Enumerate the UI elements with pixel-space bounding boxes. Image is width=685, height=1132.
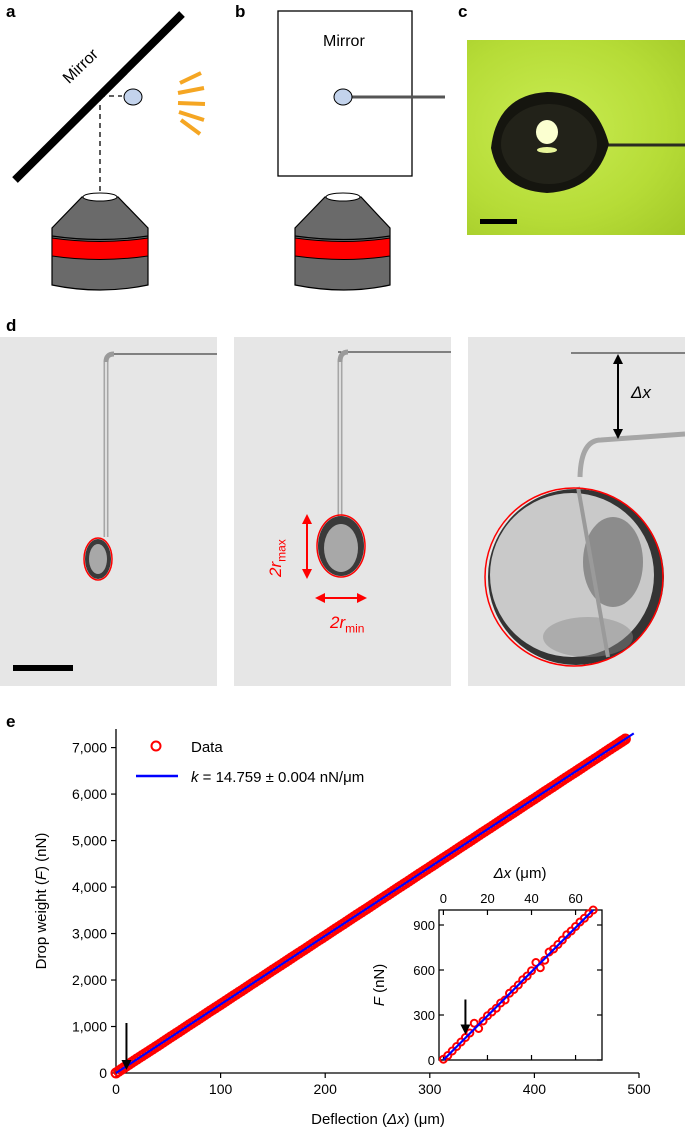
arrow-head bbox=[460, 1024, 471, 1035]
y-tick-label: 0 bbox=[428, 1053, 435, 1068]
data-point bbox=[579, 913, 589, 923]
delta-x-label: Δx bbox=[631, 383, 651, 402]
data-point bbox=[513, 980, 523, 990]
legend-data-marker bbox=[150, 740, 162, 752]
data-point bbox=[540, 955, 550, 965]
mirror-label-b: Mirror bbox=[323, 33, 365, 50]
fit-ellipse bbox=[83, 537, 113, 581]
x-tick-label: 500 bbox=[627, 1081, 651, 1097]
data-point bbox=[500, 995, 510, 1005]
micrograph-droplet-on-fiber bbox=[467, 40, 685, 235]
x-tick-label: 0 bbox=[440, 891, 447, 906]
x-tick-label: 60 bbox=[568, 891, 582, 906]
x-tick-label: 100 bbox=[209, 1081, 233, 1097]
objective-lens-icon bbox=[51, 192, 149, 291]
objective-lens-icon bbox=[294, 192, 391, 291]
fit-circle bbox=[484, 487, 664, 667]
y-tick-label: 4,000 bbox=[72, 879, 107, 895]
x-tick-label: 200 bbox=[314, 1081, 338, 1097]
data-point bbox=[465, 1028, 475, 1038]
light-rays-icon bbox=[177, 71, 206, 136]
inset-x-ticks: 0 20 40 60 bbox=[440, 891, 583, 1060]
main-x-label: Deflection (Δx) (μm) bbox=[311, 1111, 445, 1128]
y-tick-label: 3,000 bbox=[72, 926, 107, 942]
inset-frame bbox=[438, 909, 603, 1061]
data-point bbox=[509, 985, 519, 994]
y-tick-label: 0 bbox=[99, 1065, 107, 1081]
chart-legend: Data k = 14.759 ± 0.004 nN/μm bbox=[136, 739, 364, 786]
x-tick-label: 0 bbox=[112, 1081, 120, 1097]
two-r-max-label: 2rmax bbox=[266, 539, 289, 577]
panel-b-diagram bbox=[277, 10, 445, 291]
panel-a-diagram bbox=[12, 11, 206, 291]
droplet bbox=[123, 88, 143, 106]
two-r-min-label: 2rmin bbox=[330, 613, 365, 636]
data-point bbox=[527, 966, 537, 976]
data-point bbox=[553, 940, 563, 949]
data-point bbox=[619, 733, 631, 745]
data-point bbox=[456, 1037, 466, 1047]
x-tick-label: 400 bbox=[523, 1081, 547, 1097]
scale-bar bbox=[480, 219, 517, 224]
panel-label-e: e bbox=[6, 712, 16, 731]
micrograph-small-drop bbox=[0, 337, 217, 686]
data-point bbox=[571, 922, 581, 931]
y-tick-label: 900 bbox=[413, 918, 435, 933]
x-tick-label: 300 bbox=[418, 1081, 442, 1097]
inset-chart: 0 20 40 60 0 300 600 900 Δx (μm) F (nN) bbox=[371, 865, 603, 1068]
main-y-label: Drop weight (F) (nN) bbox=[33, 833, 50, 970]
micrograph-large-drop: Δx bbox=[468, 337, 685, 686]
scale-bar bbox=[13, 665, 73, 671]
inset-x-label: Δx (μm) bbox=[493, 865, 547, 882]
data-point bbox=[549, 944, 559, 954]
data-point bbox=[588, 905, 598, 915]
y-tick-label: 6,000 bbox=[72, 786, 107, 802]
arrow-head bbox=[121, 1060, 132, 1070]
y-tick-label: 600 bbox=[413, 963, 435, 978]
data-point bbox=[469, 1018, 479, 1028]
main-y-ticks: 0 1,000 2,000 3,000 4,000 5,000 6,000 7,000 bbox=[72, 740, 116, 1081]
fit-line bbox=[442, 909, 594, 1061]
data-point bbox=[491, 1003, 501, 1013]
panel-label-b: b bbox=[235, 2, 246, 21]
y-tick-label: 1,000 bbox=[72, 1019, 107, 1035]
x-tick-label: 40 bbox=[524, 891, 538, 906]
panel-label-d: d bbox=[6, 316, 17, 335]
droplet-b bbox=[333, 88, 353, 106]
main-x-ticks: 0 100 200 300 400 500 bbox=[112, 1073, 651, 1097]
panel-label-a: a bbox=[6, 2, 16, 21]
y-tick-label: 7,000 bbox=[72, 740, 107, 756]
y-tick-label: 5,000 bbox=[72, 833, 107, 849]
data-point bbox=[447, 1046, 457, 1056]
inset-data-marks bbox=[438, 905, 598, 1064]
x-tick-label: 20 bbox=[480, 891, 494, 906]
data-point bbox=[557, 935, 567, 945]
panel-label-c: c bbox=[458, 2, 468, 21]
fit-line bbox=[115, 732, 635, 1074]
y-tick-label: 300 bbox=[413, 1008, 435, 1023]
inset-y-label: F (nN) bbox=[371, 964, 388, 1007]
y-tick-label: 2,000 bbox=[72, 972, 107, 988]
droplet-image bbox=[491, 92, 685, 193]
data-point bbox=[478, 1016, 488, 1026]
main-data-marks bbox=[110, 732, 635, 1079]
legend-fit-label: k = 14.759 ± 0.004 nN/μm bbox=[191, 769, 364, 786]
fit-ellipse bbox=[316, 514, 366, 578]
data-point bbox=[443, 1051, 453, 1060]
data-point bbox=[452, 1042, 462, 1051]
main-chart: 0 100 200 300 400 500 01,0002,0003,0004,0005,… bbox=[33, 729, 651, 1128]
micrograph-medium-drop: 2rmax 2rmin bbox=[234, 337, 451, 686]
data-point bbox=[522, 971, 532, 981]
data-point bbox=[566, 926, 576, 936]
inset-y-ticks: 0 300 600 900 bbox=[413, 918, 602, 1068]
mirror-plate bbox=[12, 11, 185, 183]
legend-data-label: Data bbox=[191, 739, 223, 756]
